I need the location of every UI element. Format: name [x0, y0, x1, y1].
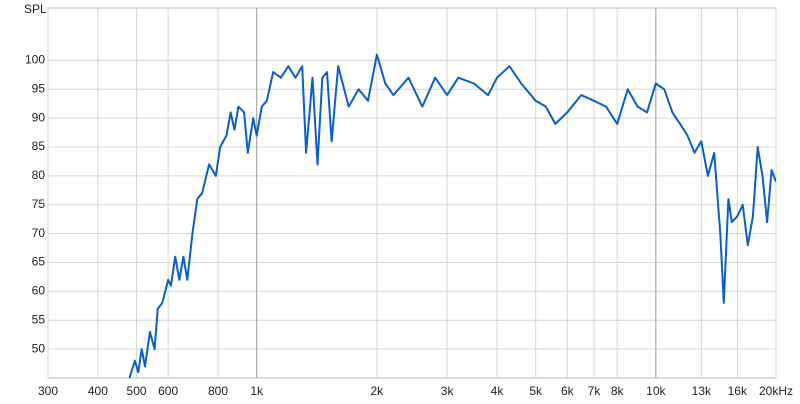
y-tick-label: 90	[32, 110, 46, 124]
x-tick-label: 16k	[728, 384, 748, 398]
y-tick-label: 95	[32, 81, 46, 95]
y-tick-label: 75	[32, 197, 46, 211]
spl-line	[128, 53, 776, 378]
y-tick-label: 65	[32, 255, 46, 269]
x-tick-label: 4k	[491, 384, 505, 398]
x-tick-label: 8k	[611, 384, 625, 398]
y-tick-label: 80	[32, 168, 46, 182]
x-tick-label: 400	[88, 384, 108, 398]
plot-area	[47, 7, 777, 379]
x-tick-label: 6k	[561, 384, 575, 398]
x-tick-label: 13k	[692, 384, 712, 398]
x-tick-label: 1k	[250, 384, 264, 398]
x-tick-label: 5k	[529, 384, 543, 398]
y-tick-label: 85	[32, 139, 46, 153]
x-tick-label: 300	[38, 384, 58, 398]
x-tick-label: 7k	[588, 384, 602, 398]
y-tick-label: 50	[32, 341, 46, 355]
y-tick-label: 55	[32, 312, 46, 326]
x-tick-label: 20kHz	[759, 384, 793, 398]
x-tick-label: 500	[127, 384, 147, 398]
x-tick-label: 2k	[371, 384, 385, 398]
x-tick-label: 800	[208, 384, 228, 398]
y-tick-label: 100	[25, 53, 45, 67]
y-tick-label: 60	[32, 284, 46, 298]
x-tick-label: 10k	[646, 384, 666, 398]
y-tick-label: 70	[32, 226, 46, 240]
y-axis-label: SPL	[24, 2, 47, 16]
x-tick-label: 3k	[441, 384, 455, 398]
x-tick-label: 600	[158, 384, 178, 398]
